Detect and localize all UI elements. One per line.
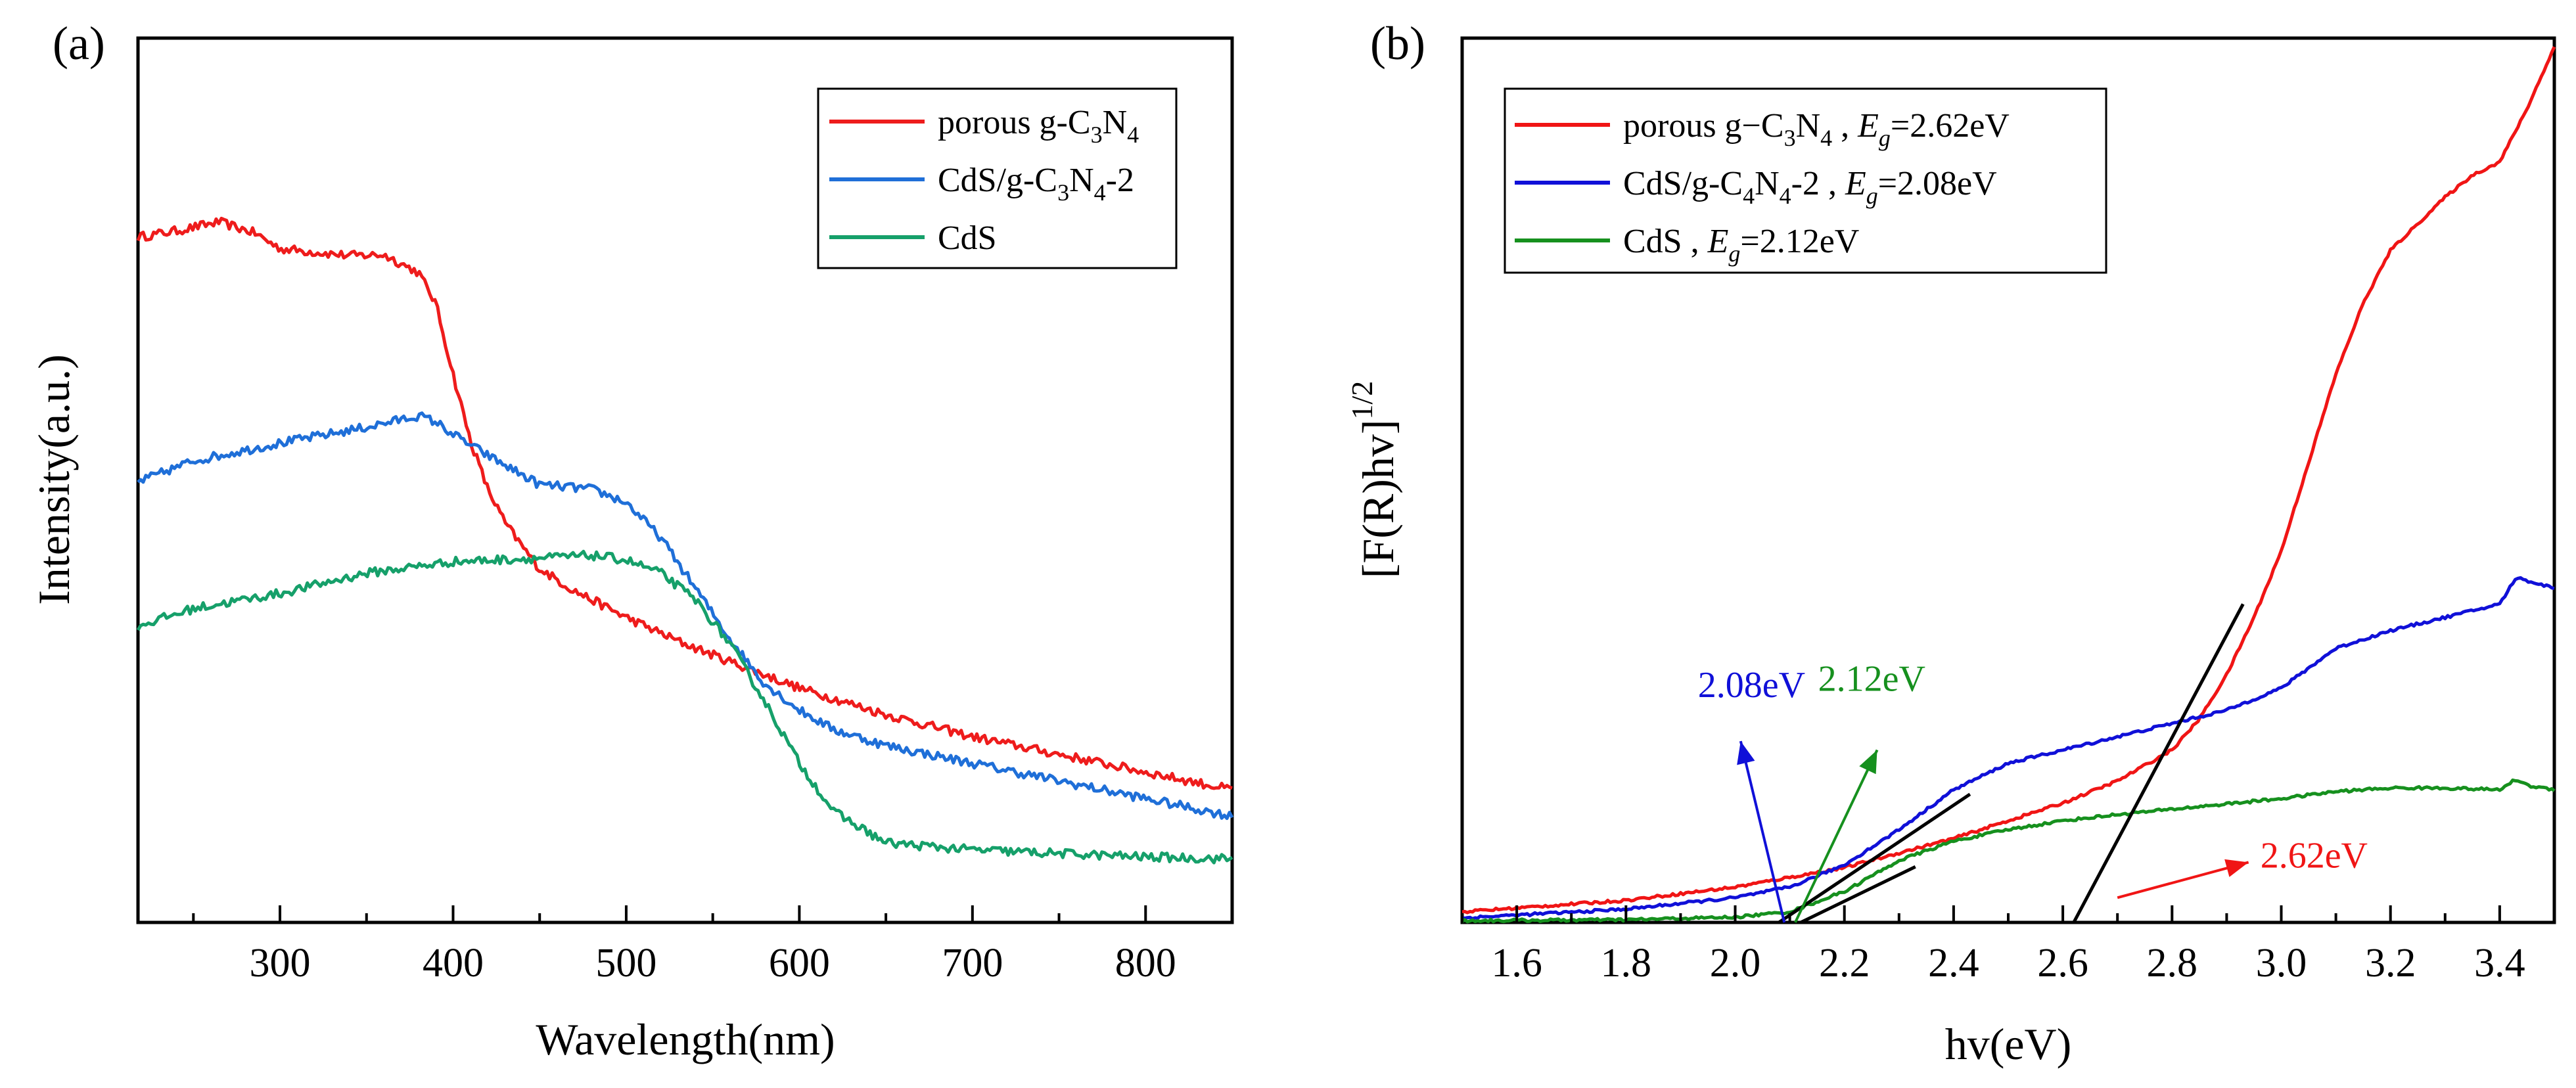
- panel-a-x-tick-label: 400: [423, 941, 484, 986]
- panel-b-series-line-0: [1461, 46, 2556, 915]
- panel-b-legend-label-0: porous g−C3N4 , Eg=2.62eV: [1623, 107, 2010, 151]
- panel-a-x-tick-label: 500: [595, 941, 656, 986]
- panel-b-x-tick-label: 3.4: [2474, 941, 2525, 986]
- panel-a-series-line-2: [136, 549, 1233, 865]
- panel-b-x-tick-label: 3.2: [2365, 941, 2416, 986]
- panel-b-annotation-label-0: 2.08eV: [1698, 665, 1805, 706]
- panel-b-y-axis-title: [F(R)hv]1/2: [1345, 381, 1403, 579]
- panel-a-legend: porous g-C3N4 CdS/g-C3N4-2 CdS: [817, 87, 1178, 269]
- panel-b-annotation-label-2: 2.62eV: [2261, 836, 2368, 876]
- panel-b-legend: porous g−C3N4 , Eg=2.62eV CdS/g-C4N4-2 , …: [1504, 87, 2107, 274]
- panel-b-x-tick-label: 2.4: [1928, 941, 1979, 986]
- panel-b-annotation-label-1: 2.12eV: [1818, 658, 1925, 699]
- panel-a-x-tick-label: 300: [250, 941, 311, 986]
- panel-a-legend-label-2: CdS: [938, 219, 997, 257]
- panel-b-x-tick-label: 2.8: [2147, 941, 2198, 986]
- panel-a-legend-items: porous g-C3N4 CdS/g-C3N4-2 CdS: [829, 104, 1139, 257]
- panel-b-x-tick-label: 2.6: [2037, 941, 2088, 986]
- panel-a-x-tick-label: 800: [1115, 941, 1176, 986]
- panel-b-x-tick-label: 1.6: [1491, 941, 1542, 986]
- panel-a-x-axis-title: Wavelength(nm): [536, 1014, 835, 1064]
- panel-b-label: (b): [1370, 17, 1425, 70]
- panel-b-y-axis-title-sup: 1/2: [1345, 381, 1379, 420]
- panel-b-series-line-2: [1461, 778, 2556, 924]
- panel-a-series-line-1: [137, 411, 1234, 821]
- panel-b-legend-label-1: CdS/g-C4N4-2 , Eg=2.08eV: [1623, 165, 1997, 209]
- panel-b-tangent-lines: [1778, 603, 2245, 924]
- panel-b-annotations: 2.08eV 2.12eV 2.62eV: [1698, 658, 2368, 923]
- panel-a-series-group: [136, 216, 1234, 865]
- panel-a-x-tick-label: 600: [769, 941, 830, 986]
- panel-a-legend-label-0: porous g-C3N4: [938, 104, 1139, 148]
- panel-a-chart: (a) 300 400 500 600 700 800 Wavelength(nm) In…: [29, 17, 1234, 1064]
- panel-b-x-axis-title: hv(eV): [1945, 1019, 2072, 1069]
- panel-b-annotation-arrowhead-0: [1737, 741, 1755, 765]
- panel-b-chart: (b) 2.08eV 2.12eV 2.62eV 1.6 1.8 2.0 2.2 2.4 2.…: [1345, 17, 2556, 1069]
- panel-b-legend-items: porous g−C3N4 , Eg=2.62eV CdS/g-C4N4-2 , …: [1515, 107, 2010, 267]
- panel-b-y-axis-title-main: [F(R)hv]: [1353, 420, 1403, 579]
- panel-b-x-tick-label: 1.8: [1601, 941, 1652, 986]
- panel-b-x-tick-label: 2.0: [1710, 941, 1761, 986]
- panel-a-x-ticks: 300 400 500 600 700 800: [192, 905, 1233, 986]
- panel-b-tangent-line-1: [1800, 865, 1916, 924]
- panel-a-y-axis-title: Intensity(a.u.): [29, 354, 79, 604]
- panel-b-x-tick-label: 3.0: [2256, 941, 2307, 986]
- panel-b-annotation-arrow-1: [1794, 749, 1879, 923]
- panel-b-annotation-arrow-0: [1739, 740, 1786, 923]
- panel-b-tangent-line-2: [2072, 603, 2245, 924]
- panel-b-annotation-arrowhead-2: [2224, 859, 2249, 877]
- panel-b-annotation-arrow-2: [2117, 861, 2249, 899]
- panel-a-series-line-0: [136, 216, 1233, 790]
- panel-b-x-ticks: 1.6 1.8 2.0 2.2 2.4 2.6 2.8 3.0 3.2 3.4: [1461, 905, 2556, 986]
- panel-a-legend-label-1: CdS/g-C3N4-2: [938, 162, 1134, 206]
- panel-b-x-tick-label: 2.2: [1819, 941, 1870, 986]
- panel-a-label: (a): [53, 17, 105, 70]
- panel-b-annotation-arrowhead-1: [1859, 750, 1877, 775]
- panel-b-series-line-1: [1461, 576, 2555, 920]
- panel-a-x-tick-label: 700: [942, 941, 1003, 986]
- panel-b-series-group: [1461, 46, 2556, 924]
- panel-b-legend-label-2: CdS , Eg=2.12eV: [1623, 223, 1859, 267]
- panel-b-tangent-line-0: [1778, 792, 1971, 924]
